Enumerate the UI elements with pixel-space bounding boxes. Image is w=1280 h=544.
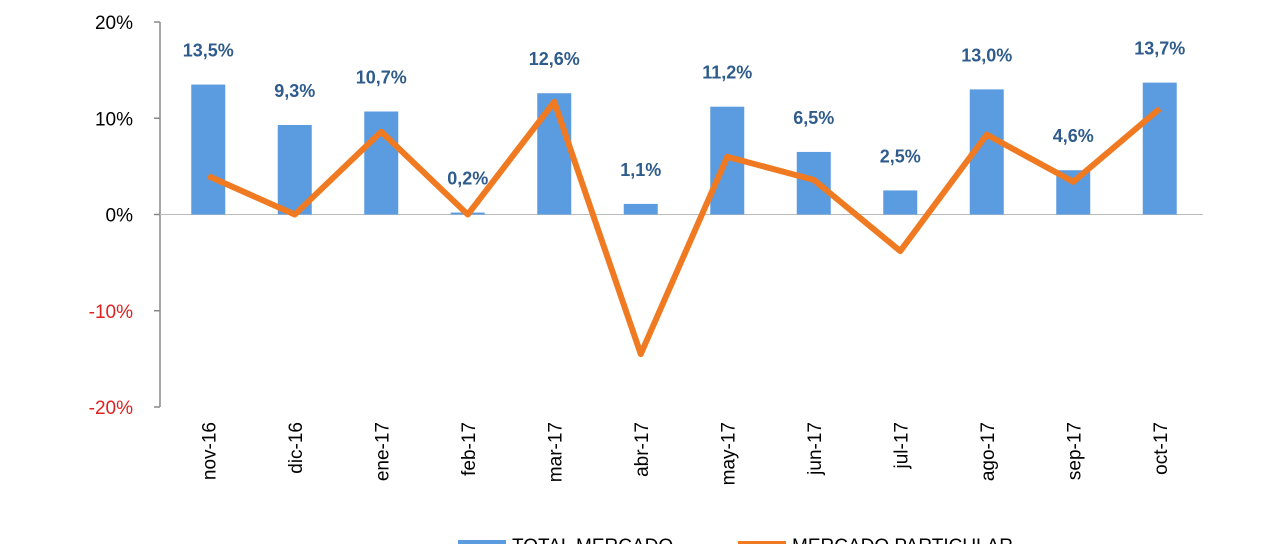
y-tick-label: -10% — [89, 302, 133, 323]
value-label: 1,1% — [620, 160, 661, 180]
value-label: 9,3% — [274, 81, 315, 101]
legend-swatch — [458, 540, 506, 544]
legend-label: MERCADO PARTICULAR — [792, 536, 1013, 544]
value-label: 12,6% — [529, 49, 580, 69]
value-label: 13,5% — [183, 41, 234, 61]
legend-label: TOTAL MERCADO — [512, 536, 673, 544]
value-label: 13,7% — [1134, 39, 1185, 59]
bar — [623, 203, 658, 215]
bar — [883, 190, 918, 215]
x-tick-label: dic-16 — [286, 422, 307, 474]
x-tick-label: ene-17 — [372, 422, 393, 481]
bar — [191, 84, 226, 215]
x-tick-label: may-17 — [718, 422, 739, 485]
x-tick-label: sep-17 — [1064, 422, 1085, 480]
value-label: 4,6% — [1053, 126, 1094, 146]
bar — [537, 93, 572, 215]
value-label: 0,2% — [447, 169, 488, 189]
y-tick-label: 20% — [95, 13, 133, 34]
x-tick-label: jul-17 — [891, 422, 912, 469]
line — [207, 98, 1162, 358]
x-tick-label: nov-16 — [199, 422, 220, 480]
x-tick-label: feb-17 — [459, 422, 480, 476]
x-tick-label: mar-17 — [545, 422, 566, 482]
y-tick-label: 0% — [106, 206, 134, 227]
value-label: 10,7% — [356, 68, 407, 88]
x-tick-label: oct-17 — [1151, 422, 1172, 475]
value-label: 6,5% — [793, 108, 834, 128]
x-tick-label: abr-17 — [632, 422, 653, 477]
bar — [1142, 82, 1177, 215]
x-tick-label: ago-17 — [978, 422, 999, 481]
value-label: 13,0% — [961, 45, 1012, 65]
bar — [364, 111, 399, 215]
value-label: 11,2% — [702, 63, 752, 83]
y-tick-label: 10% — [95, 109, 133, 130]
value-label: 2,5% — [880, 146, 921, 166]
x-tick-label: jun-17 — [805, 422, 826, 476]
y-tick-label: -20% — [89, 398, 133, 419]
